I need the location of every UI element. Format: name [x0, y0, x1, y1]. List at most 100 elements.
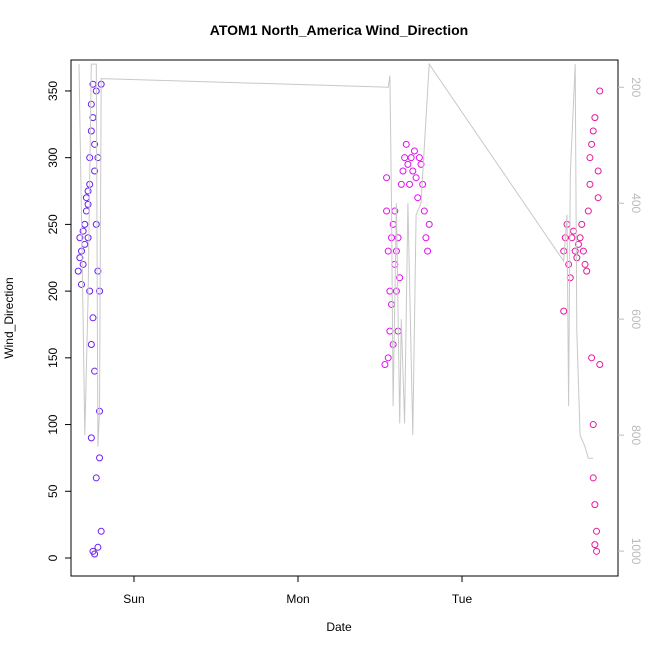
point: [384, 247, 392, 255]
point: [384, 354, 392, 362]
point: [389, 340, 397, 348]
point: [383, 207, 391, 215]
point: [406, 180, 414, 188]
point: [89, 314, 97, 322]
point: [412, 174, 420, 182]
y-axis-label: Wind_Direction: [2, 277, 16, 358]
point: [383, 174, 391, 182]
point: [422, 234, 430, 242]
point: [87, 100, 95, 108]
point: [560, 247, 568, 255]
point: [386, 327, 394, 335]
y2-tick-label: 1000: [629, 538, 643, 565]
point: [425, 220, 433, 228]
point: [397, 180, 405, 188]
y-tick-label: 250: [46, 214, 60, 234]
point: [596, 87, 604, 95]
point: [92, 474, 100, 482]
point: [94, 543, 102, 551]
y-tick-label: 50: [46, 484, 60, 498]
point: [596, 361, 604, 369]
point: [82, 194, 90, 202]
point: [571, 247, 579, 255]
point: [94, 267, 102, 275]
point: [74, 267, 82, 275]
y2-tick-label: 400: [629, 193, 643, 213]
point: [583, 267, 591, 275]
point: [386, 287, 394, 295]
point: [87, 340, 95, 348]
point: [381, 361, 389, 369]
point: [414, 194, 422, 202]
point: [584, 207, 592, 215]
point: [581, 260, 589, 268]
point: [402, 140, 410, 148]
point: [84, 187, 92, 195]
pressure-line: [78, 62, 594, 459]
plot-box: [70, 59, 619, 577]
point: [574, 240, 582, 248]
point: [87, 127, 95, 135]
point: [593, 527, 601, 535]
y-tick-label: 300: [46, 147, 60, 167]
point: [593, 547, 601, 555]
x-tick-label: Sun: [123, 592, 144, 606]
point: [566, 274, 574, 282]
point: [77, 280, 85, 288]
point: [415, 154, 423, 162]
point: [591, 114, 599, 122]
point: [91, 367, 99, 375]
point: [389, 220, 397, 228]
x-axis-label: Date: [326, 620, 352, 634]
point: [589, 421, 597, 429]
point: [424, 247, 432, 255]
chart-title: ATOM1 North_America Wind_Direction: [210, 22, 468, 38]
point: [407, 154, 415, 162]
point: [394, 234, 402, 242]
y-tick-label: 350: [46, 81, 60, 101]
point: [589, 127, 597, 135]
plot-area: [74, 62, 604, 558]
x-tick-label: Mon: [286, 592, 309, 606]
y-tick-label: 100: [46, 414, 60, 434]
point: [396, 274, 404, 282]
point: [84, 234, 92, 242]
point: [420, 207, 428, 215]
point: [594, 194, 602, 202]
point: [570, 227, 578, 235]
point: [576, 234, 584, 242]
point: [588, 354, 596, 362]
point: [586, 180, 594, 188]
point: [578, 220, 586, 228]
point: [87, 434, 95, 442]
point: [588, 140, 596, 148]
point: [410, 147, 418, 155]
y2-tick-label: 200: [629, 77, 643, 97]
point: [392, 287, 400, 295]
point: [589, 474, 597, 482]
point: [96, 287, 104, 295]
point: [591, 541, 599, 549]
y2-tick-label: 800: [629, 425, 643, 445]
point: [79, 227, 87, 235]
point: [81, 240, 89, 248]
point: [586, 154, 594, 162]
point: [387, 300, 395, 308]
point: [409, 167, 417, 175]
point: [404, 160, 412, 168]
point: [89, 114, 97, 122]
point: [81, 220, 89, 228]
point: [594, 167, 602, 175]
point: [91, 550, 99, 558]
point: [560, 307, 568, 315]
y-tick-label: 150: [46, 347, 60, 367]
point: [91, 140, 99, 148]
point: [417, 160, 425, 168]
point: [401, 154, 409, 162]
point: [591, 501, 599, 509]
x-tick-label: Tue: [452, 592, 473, 606]
y-tick-label: 0: [46, 554, 60, 561]
point: [84, 200, 92, 208]
